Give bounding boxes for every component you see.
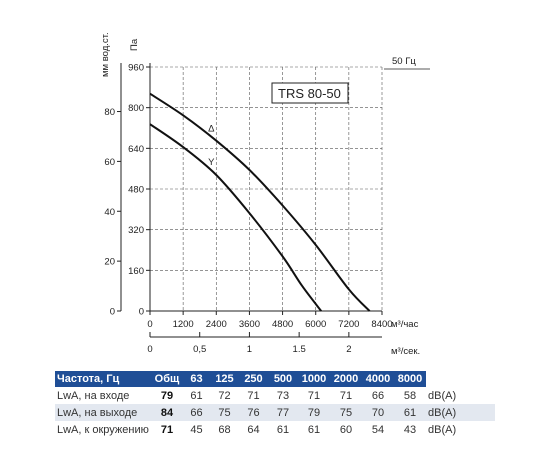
x2-tick-label: 0 — [147, 344, 152, 355]
cell: 64 — [247, 423, 260, 436]
x-tick-label: 0 — [147, 319, 152, 330]
cell: 71 — [247, 389, 260, 402]
y-axis-label-mm: мм вод.ст. — [100, 32, 111, 77]
x-tick-label: 6000 — [305, 319, 326, 330]
x2-tick-label: 1 — [247, 344, 252, 355]
cell: 79 — [298, 404, 330, 421]
cell: 60 — [339, 423, 353, 436]
curve-label: Y — [208, 157, 215, 168]
y2-tick-label: 80 — [104, 107, 115, 118]
header-1000: 1000 — [298, 371, 330, 387]
row-unit: dB(A) — [428, 389, 457, 402]
x-tick-label: 4800 — [272, 319, 293, 330]
frequency-label: 50 Гц — [392, 56, 416, 67]
x-tick-label: 3600 — [239, 319, 260, 330]
curve-delta — [149, 92, 371, 312]
y2-tick-label: 40 — [104, 207, 115, 218]
row-total: 79 — [160, 389, 174, 402]
y-tick-label: 320 — [128, 225, 144, 236]
cell: 73 — [276, 389, 290, 402]
header-unit — [426, 371, 495, 387]
cell: 43 — [403, 423, 417, 436]
row-total: 71 — [160, 423, 174, 436]
cell: 61 — [276, 423, 290, 436]
frequency-label-group: 50 Гц — [384, 56, 430, 70]
header-frequency: Частота, Гц — [55, 371, 151, 387]
row-unit: dB(A) — [426, 404, 495, 421]
x-axis-label-m3h: м³/час — [391, 319, 419, 330]
header-2000: 2000 — [330, 371, 362, 387]
cell: 75 — [330, 404, 362, 421]
y-tick-label: 800 — [128, 103, 144, 114]
header-500: 500 — [268, 371, 298, 387]
row-total: 84 — [151, 404, 183, 421]
x-axis-label-m3s: м³/сек. — [391, 346, 420, 357]
table-header-row: Частота, Гц Общ 63 125 250 500 1000 2000… — [55, 371, 495, 387]
header-250: 250 — [239, 371, 268, 387]
x-tick-label: 2400 — [206, 319, 227, 330]
row-label: LwA, на входе — [57, 389, 130, 402]
cell: 75 — [210, 404, 239, 421]
x-tick-label: 7200 — [338, 319, 359, 330]
cell: 66 — [183, 404, 210, 421]
x-tick-label: 1200 — [173, 319, 194, 330]
axes — [117, 63, 383, 338]
table-row: LwA, на выходе 84 66 75 76 77 79 75 70 6… — [55, 404, 495, 421]
row-unit: dB(A) — [428, 423, 457, 436]
x2-tick-label: 1.5 — [293, 344, 306, 355]
x2-tick-label: 2 — [346, 344, 351, 355]
table-row: LwA, на входе 79 61 72 71 73 71 71 66 58… — [55, 387, 495, 404]
cell: 61 — [190, 389, 203, 402]
header-4000: 4000 — [362, 371, 394, 387]
cell: 77 — [268, 404, 298, 421]
cell: 45 — [190, 423, 203, 436]
y-tick-label: 0 — [139, 307, 144, 318]
cell: 61 — [394, 404, 426, 421]
cell: 72 — [218, 389, 231, 402]
y-tick-label: 960 — [128, 63, 144, 74]
cell: 76 — [239, 404, 268, 421]
row-label: LwA, на выходе — [55, 404, 151, 421]
table-row: LwA, к окружению 71 45 68 64 61 61 60 54… — [55, 421, 495, 438]
header-63: 63 — [183, 371, 210, 387]
grid — [150, 66, 383, 311]
noise-table: Частота, Гц Общ 63 125 250 500 1000 2000… — [55, 371, 495, 438]
x-tick-label: 8400 — [371, 319, 392, 330]
y2-tick-label: 20 — [104, 257, 115, 268]
curves: ΔY — [149, 92, 371, 312]
header-125: 125 — [210, 371, 239, 387]
y-axis-label-pa: Па — [129, 38, 140, 51]
cell: 61 — [307, 423, 321, 436]
model-label-box: TRS 80-50 — [271, 82, 349, 104]
x2-tick-label: 0,5 — [193, 344, 206, 355]
row-label: LwA, к окружению — [57, 423, 149, 436]
cell: 70 — [362, 404, 394, 421]
y-tick-label: 160 — [128, 266, 144, 277]
y2-tick-label: 0 — [110, 307, 115, 318]
cell: 71 — [307, 389, 321, 402]
cell: 58 — [403, 389, 417, 402]
y-tick-label: 480 — [128, 185, 144, 196]
model-label: TRS 80-50 — [278, 86, 341, 101]
curve-label: Δ — [208, 124, 215, 135]
header-total: Общ — [151, 371, 183, 387]
y2-tick-label: 60 — [104, 157, 115, 168]
cell: 66 — [371, 389, 385, 402]
cell: 54 — [371, 423, 385, 436]
cell: 71 — [339, 389, 353, 402]
y-tick-label: 640 — [128, 144, 144, 155]
cell: 68 — [218, 423, 231, 436]
curve-y — [149, 123, 322, 312]
header-8000: 8000 — [394, 371, 426, 387]
